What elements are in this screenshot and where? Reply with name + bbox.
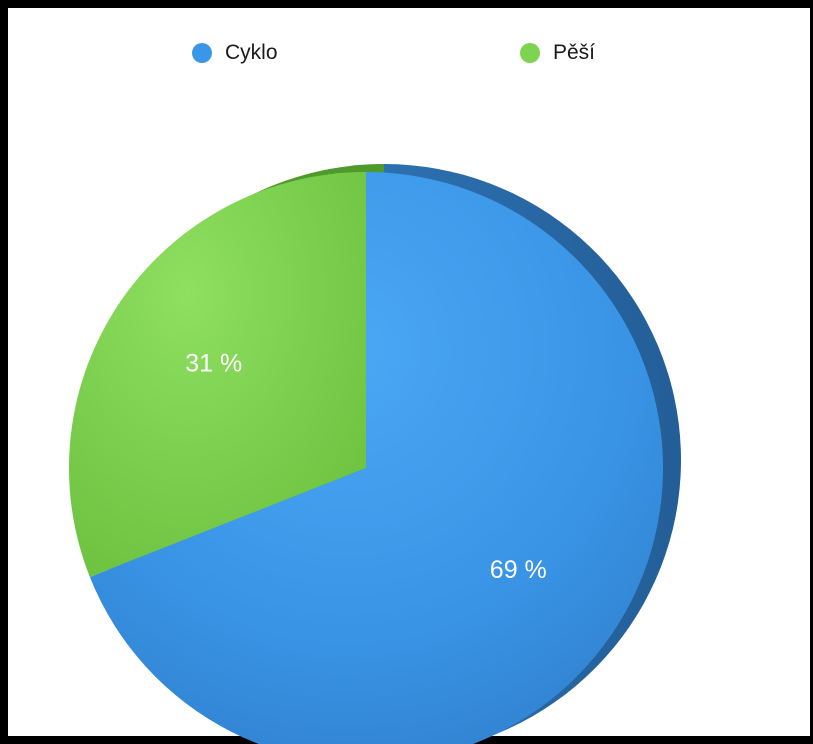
legend-swatch-cyklo <box>192 43 212 63</box>
pie-slice-pěší[interactable] <box>68 172 366 577</box>
legend: Cyklo Pěší <box>8 38 810 68</box>
legend-label-cyklo: Cyklo <box>225 41 278 64</box>
pie-slice-cyklo[interactable] <box>89 172 663 744</box>
legend-item-pesi[interactable]: Pěší <box>520 38 595 68</box>
slice-label-cyklo: 69 % <box>490 556 547 584</box>
legend-swatch-pesi <box>520 43 540 63</box>
slice-label-pěší: 31 % <box>185 349 242 377</box>
legend-item-cyklo[interactable]: Cyklo <box>192 38 278 68</box>
legend-label-pesi: Pěší <box>553 41 596 64</box>
